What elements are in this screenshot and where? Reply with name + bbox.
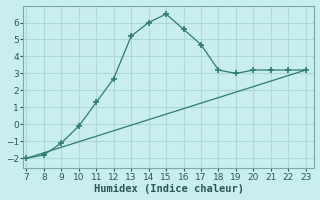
X-axis label: Humidex (Indice chaleur): Humidex (Indice chaleur) bbox=[94, 184, 244, 194]
